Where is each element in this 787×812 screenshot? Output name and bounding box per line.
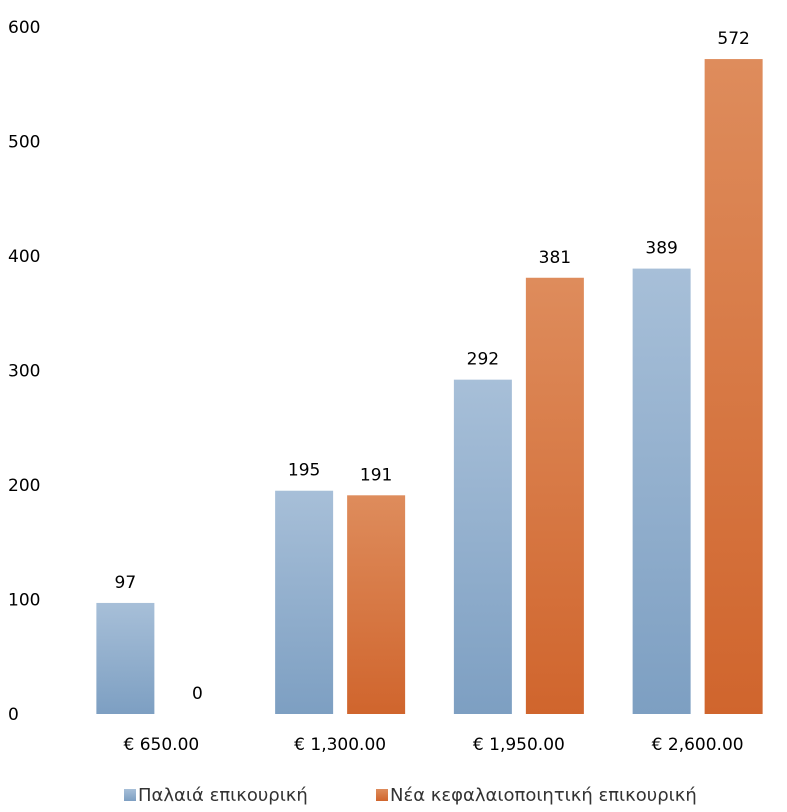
y-axis-ticks: 0 100 200 300 400 500 600 xyxy=(8,18,40,725)
x-axis-labels: € 650.00 € 1,300.00 € 1,950.00 € 2,600.00 xyxy=(124,735,744,755)
legend-label-series2: Νέα κεφαλαιοποιητική επικουρική xyxy=(390,785,697,806)
data-label-series2-1: 0 xyxy=(192,684,203,704)
y-tick-label: 400 xyxy=(8,247,40,267)
category-label: € 1,950.00 xyxy=(473,735,565,755)
legend-swatch-series2 xyxy=(376,789,388,801)
y-tick-label: 300 xyxy=(8,362,40,382)
bar-series2-2 xyxy=(347,495,406,714)
data-label-series2-2: 191 xyxy=(360,465,392,485)
y-tick-label: 100 xyxy=(8,591,40,611)
y-tick-label: 500 xyxy=(8,133,40,153)
data-label-series1-1: 97 xyxy=(115,573,137,593)
bars xyxy=(96,59,763,715)
category-label: € 650.00 xyxy=(124,735,200,755)
data-labels: 97 0 195 191 292 381 389 572 xyxy=(115,29,750,704)
bar-series1-3 xyxy=(453,379,512,714)
legend-label-series1: Παλαιά επικουρική xyxy=(138,785,308,806)
y-tick-label: 0 xyxy=(8,705,19,725)
data-label-series1-4: 389 xyxy=(645,239,677,259)
legend-swatch-series1 xyxy=(124,789,136,801)
y-tick-label: 200 xyxy=(8,476,40,496)
y-tick-label: 600 xyxy=(8,18,40,38)
bar-series1-2 xyxy=(275,490,334,714)
category-label: € 2,600.00 xyxy=(652,735,744,755)
bar-series1-1 xyxy=(96,602,155,714)
data-label-series2-3: 381 xyxy=(539,248,571,268)
legend: Παλαιά επικουρική Νέα κεφαλαιοποιητική επ… xyxy=(124,785,697,806)
data-label-series2-4: 572 xyxy=(717,29,749,49)
category-label: € 1,300.00 xyxy=(294,735,386,755)
data-label-series1-2: 195 xyxy=(288,461,320,481)
data-label-series1-3: 292 xyxy=(467,350,499,370)
bar-series1-4 xyxy=(632,268,691,714)
bar-series2-3 xyxy=(525,277,584,714)
bar-series2-4 xyxy=(704,59,763,715)
